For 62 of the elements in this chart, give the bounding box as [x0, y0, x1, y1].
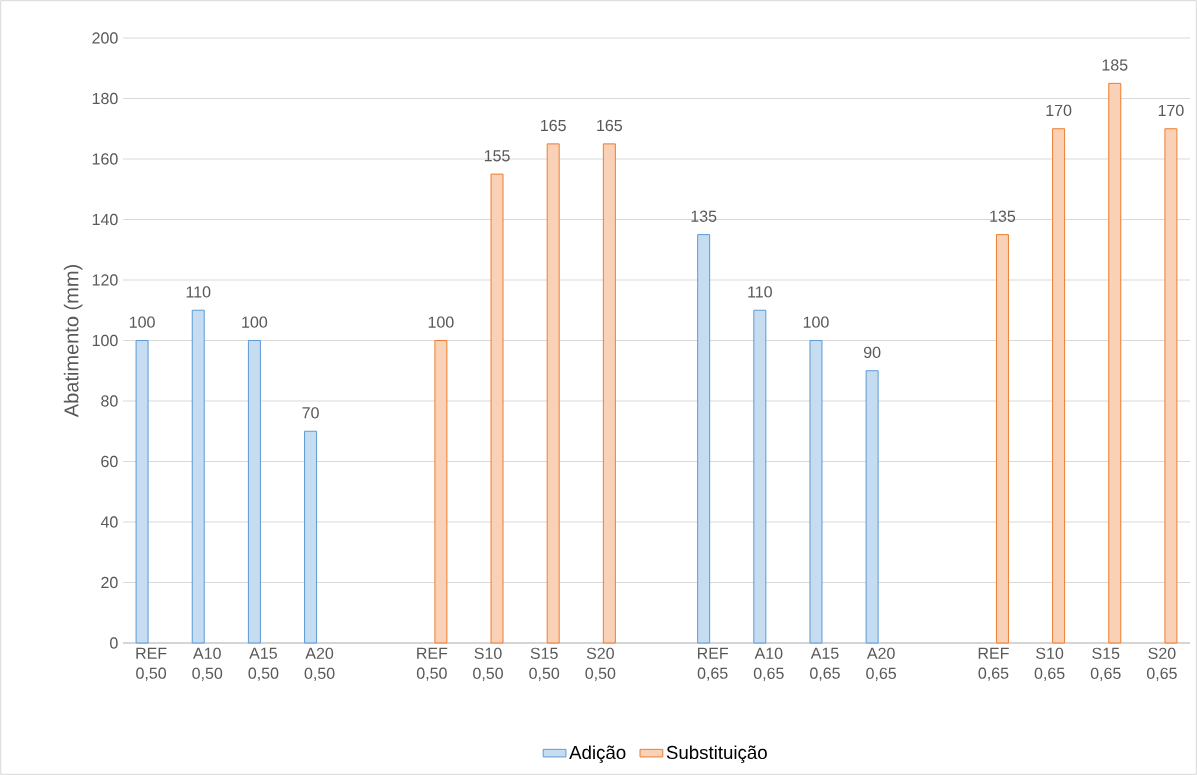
- y-tick-label: 80: [101, 395, 118, 407]
- legend-label: Adição: [569, 745, 626, 763]
- x-tick-label: A15 0,65: [810, 647, 840, 681]
- y-tick-label: 0: [110, 637, 118, 649]
- x-tick-label: A15 0,50: [248, 647, 279, 681]
- x-tick-label: S10 0,50: [473, 647, 503, 681]
- x-tick-label: REF 0,65: [978, 647, 1009, 681]
- x-tick-label: A10 0,50: [192, 647, 223, 681]
- bar: [697, 234, 711, 644]
- bar: [1164, 128, 1178, 644]
- y-tick-label: 40: [100, 516, 118, 528]
- bar: [602, 143, 616, 644]
- bar: [865, 370, 879, 644]
- x-tick-label: REF 0,65: [697, 647, 729, 681]
- x-tick-label: A20 0,65: [866, 647, 897, 681]
- x-tick-label: S15 0,50: [529, 647, 560, 681]
- y-tick-label: 20: [101, 576, 118, 589]
- bar: [490, 173, 504, 644]
- bar: [304, 430, 318, 644]
- y-tick-label: 200: [92, 32, 118, 44]
- bar: [546, 143, 560, 644]
- y-tick-label: 140: [92, 213, 118, 226]
- data-label: 170: [1046, 104, 1072, 117]
- x-tick-label: S20 0,50: [585, 647, 616, 681]
- y-tick-label: 120: [92, 274, 118, 286]
- data-label: 165: [541, 119, 566, 132]
- x-tick-label: S15 0,65: [1090, 647, 1121, 681]
- bar: [995, 234, 1009, 644]
- data-label: 110: [186, 286, 211, 298]
- data-label: 165: [597, 119, 623, 132]
- y-tick-label: 160: [92, 153, 118, 165]
- data-label: 170: [1158, 104, 1184, 117]
- data-label: 100: [803, 316, 829, 328]
- x-tick-label: REF 0,50: [416, 647, 448, 681]
- x-tick-label: S20 0,65: [1146, 647, 1177, 681]
- bar: [247, 339, 261, 644]
- data-label: 100: [428, 316, 454, 328]
- bar: [135, 339, 149, 644]
- data-label: 70: [302, 407, 319, 419]
- y-axis-title: Abatimento (mm): [63, 265, 83, 418]
- bar: [1108, 82, 1122, 644]
- y-tick-label: 60: [101, 455, 118, 468]
- data-label: 90: [863, 346, 881, 359]
- data-label: 100: [129, 316, 155, 328]
- data-label: 155: [484, 150, 510, 162]
- x-tick-label: REF 0,50: [136, 647, 167, 681]
- bar: [1052, 128, 1066, 644]
- bar: [753, 309, 767, 644]
- data-label: 135: [990, 210, 1016, 222]
- x-tick-label: A10 0,65: [753, 647, 784, 681]
- bar: [809, 339, 823, 644]
- x-tick-label: A20 0,50: [304, 647, 335, 681]
- data-label: 100: [242, 316, 268, 328]
- y-tick-label: 180: [92, 92, 118, 105]
- bar: [434, 339, 448, 644]
- y-tick-label: 100: [92, 334, 118, 347]
- data-label: 110: [748, 286, 772, 298]
- legend-label: Substituição: [666, 745, 767, 763]
- bar: [191, 309, 205, 644]
- data-label: 185: [1102, 59, 1128, 71]
- x-tick-label: S10 0,65: [1034, 647, 1065, 681]
- data-label: 135: [691, 210, 717, 222]
